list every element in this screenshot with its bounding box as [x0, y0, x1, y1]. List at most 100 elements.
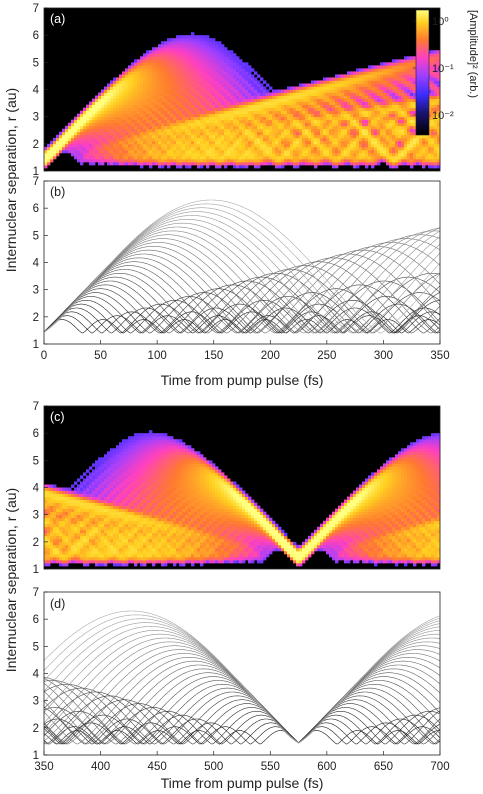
heatmap-cell	[74, 155, 78, 160]
heatmap-cell	[302, 146, 306, 151]
heatmap-cell	[224, 158, 228, 163]
heatmap-cell	[134, 89, 138, 93]
heatmap-cell	[107, 143, 111, 148]
heatmap-cell	[158, 71, 162, 75]
heatmap-cell	[209, 68, 213, 72]
heatmap-cell	[335, 146, 339, 151]
heatmap-cell	[230, 158, 234, 163]
heatmap-cell	[383, 77, 387, 81]
heatmap-cell	[422, 152, 426, 157]
heatmap-cell	[164, 92, 168, 96]
heatmap-cell	[254, 146, 258, 151]
heatmap-cell	[113, 541, 117, 546]
heatmap-cell	[92, 140, 96, 145]
heatmap-cell	[317, 149, 321, 154]
heatmap-cell	[236, 107, 240, 112]
heatmap-cell	[170, 161, 174, 166]
heatmap-cell	[155, 77, 159, 81]
heatmap-cell	[407, 146, 411, 151]
heatmap-cell	[68, 143, 72, 148]
heatmap-cell	[212, 50, 216, 54]
heatmap-cell	[194, 44, 198, 48]
heatmap-cell	[71, 556, 75, 561]
heatmap-cell	[104, 553, 108, 558]
heatmap-cell	[404, 143, 408, 148]
heatmap-cell	[386, 80, 390, 84]
heatmap-cell	[101, 134, 105, 139]
heatmap-cell	[233, 83, 237, 87]
heatmap-cell	[242, 62, 246, 66]
heatmap-cell	[359, 95, 363, 99]
heatmap-cell	[158, 137, 162, 142]
heatmap-cell	[56, 505, 60, 510]
heatmap-cell	[59, 143, 63, 148]
heatmap-cell	[386, 86, 390, 90]
heatmap-cell	[344, 83, 348, 87]
heatmap-cell	[197, 104, 201, 109]
heatmap-cell	[407, 95, 411, 99]
heatmap-cell	[80, 146, 84, 151]
heatmap-cell	[125, 155, 129, 160]
heatmap-cell	[290, 158, 294, 163]
heatmap-cell	[317, 128, 321, 133]
heatmap-cell	[386, 125, 390, 130]
heatmap-cell	[398, 116, 402, 121]
heatmap-cell	[242, 95, 246, 99]
heatmap-cell	[410, 83, 414, 87]
heatmap-cell	[92, 520, 96, 525]
heatmap-cell	[155, 98, 159, 102]
heatmap-cell	[281, 137, 285, 142]
heatmap-cell	[56, 149, 60, 154]
heatmap-cell	[203, 53, 207, 57]
heatmap-cell	[170, 80, 174, 84]
heatmap-cell	[131, 80, 135, 84]
heatmap-cell	[356, 149, 360, 154]
heatmap-cell	[83, 110, 87, 115]
heatmap-cell	[413, 98, 417, 102]
heatmap-cell	[275, 137, 279, 142]
heatmap-cell	[371, 149, 375, 154]
heatmap-cell	[437, 74, 441, 78]
heatmap-cell	[338, 110, 342, 115]
heatmap-cell	[413, 74, 417, 78]
heatmap-cell	[245, 155, 249, 160]
heatmap-cell	[176, 74, 180, 78]
heatmap-cell	[47, 556, 51, 561]
heatmap-cell	[203, 116, 207, 121]
heatmap-cell	[380, 80, 384, 84]
heatmap-cell	[92, 502, 96, 507]
heatmap-cell	[104, 463, 108, 467]
heatmap-cell	[173, 47, 177, 51]
heatmap-cell	[383, 80, 387, 84]
heatmap-cell	[155, 95, 159, 99]
heatmap-cell	[176, 89, 180, 93]
heatmap-cell	[179, 140, 183, 145]
heatmap-cell	[359, 122, 363, 127]
heatmap-cell	[101, 493, 105, 497]
heatmap-cell	[179, 53, 183, 57]
heatmap-cell	[239, 134, 243, 139]
heatmap-cell	[344, 152, 348, 157]
heatmap-cell	[50, 508, 54, 513]
heatmap-cell	[215, 131, 219, 136]
heatmap-cell	[227, 71, 231, 75]
heatmap-cell	[359, 80, 363, 84]
heatmap-cell	[365, 143, 369, 148]
heatmap-cell	[227, 68, 231, 72]
heatmap-cell	[341, 92, 345, 96]
heatmap-cell	[71, 128, 75, 133]
heatmap-cell	[362, 152, 366, 157]
heatmap-cell	[365, 152, 369, 157]
heatmap-cell	[266, 161, 270, 166]
heatmap-cell	[398, 131, 402, 136]
heatmap-cell	[233, 161, 237, 166]
heatmap-cell	[86, 520, 90, 525]
heatmap-cell	[113, 499, 117, 503]
heatmap-cell	[185, 146, 189, 151]
heatmap-cell	[371, 86, 375, 90]
heatmap-cell	[95, 101, 99, 105]
heatmap-cell	[167, 116, 171, 121]
heatmap-cell	[80, 547, 84, 552]
heatmap-cell	[218, 89, 222, 93]
heatmap-cell	[212, 131, 216, 136]
